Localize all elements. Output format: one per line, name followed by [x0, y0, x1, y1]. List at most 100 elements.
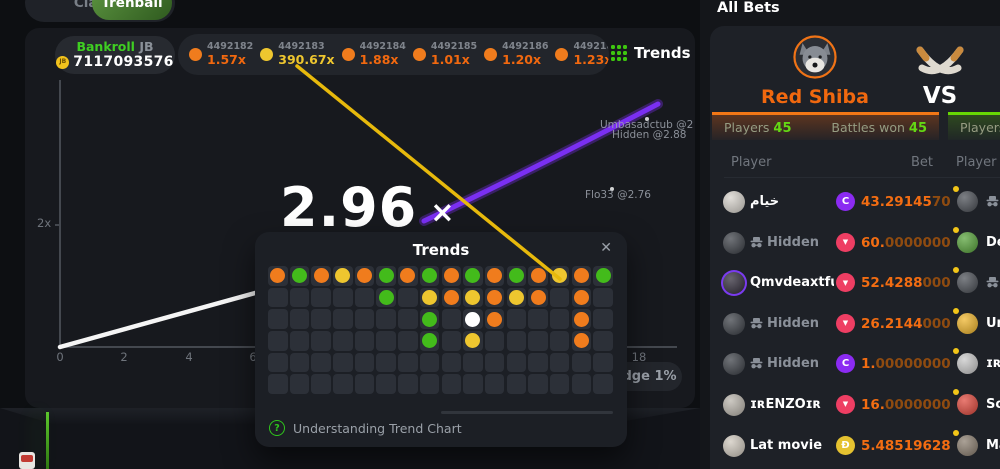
trend-cell: [441, 352, 461, 373]
player-avatar[interactable]: [723, 312, 745, 335]
player-avatar[interactable]: [957, 393, 978, 415]
trend-cell: [354, 374, 375, 394]
player-name[interactable]: ɪʀENZOɪʀ: [750, 396, 822, 412]
red-shiba-icon: [793, 35, 837, 79]
round-chip-text: 4492183 390.67x: [278, 41, 334, 67]
trend-cell: [484, 352, 505, 373]
player-name[interactable]: Soh: [986, 396, 1000, 412]
round-multiplier: 1.01x: [430, 51, 470, 67]
trend-help-link[interactable]: ? Understanding Trend Chart: [269, 420, 462, 436]
player-name[interactable]: H: [986, 194, 1000, 209]
player-name[interactable]: Hidden: [750, 356, 834, 371]
trend-cell: [549, 352, 570, 373]
incognito-icon: [986, 277, 999, 288]
trend-cell: [398, 287, 418, 308]
all-bets-title: All Bets: [717, 0, 780, 16]
player-avatar[interactable]: [723, 191, 745, 213]
jb-coin-icon: JB: [56, 55, 70, 69]
round-chip[interactable]: 4492182 1.57x: [189, 40, 254, 67]
trend-cell: [484, 331, 505, 351]
player-avatar[interactable]: [957, 312, 978, 334]
trend-cell: [376, 309, 396, 329]
bet-amount: 43.2914570: [861, 194, 951, 210]
trend-dot: [422, 333, 438, 349]
trends-button[interactable]: Trends: [611, 44, 691, 62]
player-name[interactable]: خيام: [750, 194, 780, 209]
trend-dot: [400, 268, 416, 284]
x-tick-label: 2: [120, 350, 128, 364]
trend-cell: [528, 331, 548, 351]
online-dot: [953, 186, 959, 192]
bet-marker-dot: [645, 117, 649, 121]
player-avatar[interactable]: [957, 231, 978, 253]
online-dot: [953, 429, 959, 436]
player-avatar[interactable]: [957, 191, 978, 212]
incognito-icon: [750, 358, 763, 369]
trend-grid-scrollbar[interactable]: [441, 411, 613, 414]
trend-cell: [549, 266, 570, 286]
round-chip-text: 4492185 1.01x: [430, 41, 477, 67]
player-name[interactable]: ɪʀEN: [986, 356, 1000, 372]
close-icon[interactable]: ✕: [600, 240, 612, 256]
player-avatar[interactable]: [957, 353, 978, 375]
player-name[interactable]: Hidden: [750, 235, 834, 250]
trend-cell: [354, 331, 375, 351]
trend-cell: [419, 309, 440, 329]
player-name[interactable]: Um: [986, 315, 1000, 331]
header-bet: Bet: [910, 155, 933, 170]
round-chip[interactable]: 4492186 1.20x: [484, 41, 548, 67]
player-name[interactable]: Mad: [986, 437, 1000, 453]
trend-cell: [398, 374, 418, 394]
trend-cell: [289, 331, 310, 351]
bankroll-label: Bankroll JB: [76, 38, 154, 54]
player-avatar[interactable]: [723, 353, 745, 376]
tab-trenball[interactable]: Trenball: [92, 0, 172, 20]
round-id: 4492184: [359, 40, 406, 52]
all-bets-card: Red Shiba VS Players 45 Battles won 45 Pla…: [710, 26, 1000, 469]
round-chip[interactable]: 44921871.23x: [555, 41, 609, 67]
player-avatar[interactable]: [723, 231, 745, 254]
trend-dot: [552, 268, 568, 284]
trend-cell: [484, 287, 505, 308]
bankroll-pill[interactable]: Bankroll JB JB 7117093576: [55, 36, 175, 74]
trend-dot: [465, 311, 481, 327]
player-avatar[interactable]: [723, 434, 745, 457]
player-avatar[interactable]: [957, 272, 978, 294]
bet-row: Hidden▼ 60.0000000 Dev: [710, 223, 1000, 264]
incognito-icon: [750, 317, 763, 329]
player-name[interactable]: Dev: [986, 234, 1000, 250]
player-avatar[interactable]: [957, 434, 978, 456]
trend-dot: [443, 268, 459, 284]
player-name[interactable]: Qmvdeaxtful: [750, 275, 834, 291]
trend-cell: [268, 287, 288, 308]
trend-cell: [484, 266, 505, 286]
trend-cell: [593, 287, 613, 308]
trend-cell: [311, 309, 331, 329]
round-id: 4492182: [207, 40, 254, 52]
all-bets-panel: All Bets Red Shiba VS Players: [700, 0, 1000, 469]
player-avatar[interactable]: [723, 272, 745, 295]
trend-cell: [506, 352, 527, 373]
trend-cell: [463, 309, 483, 329]
player-name[interactable]: H: [986, 275, 1000, 290]
trend-dot: [595, 268, 611, 284]
red-team-stats-bar: Players 45 Battles won 45: [712, 112, 939, 140]
trend-dot: [508, 289, 524, 305]
player-name[interactable]: Lat movie: [750, 437, 823, 453]
trend-dot: [487, 311, 503, 327]
round-chip[interactable]: 4492183 390.67x: [260, 41, 335, 67]
chat-sticker-thumbnail[interactable]: [19, 452, 35, 469]
trend-cell: [484, 374, 505, 394]
trend-cell: [376, 374, 396, 394]
trend-dot: [573, 289, 589, 305]
trend-cell: [376, 352, 396, 373]
currency-icon: ▼: [836, 273, 855, 293]
player-avatar[interactable]: [723, 393, 745, 416]
round-chip[interactable]: 4492185 1.01x: [412, 41, 477, 67]
bet-marker-dot: [610, 187, 614, 191]
trend-dot: [465, 289, 481, 305]
round-result-dot: [484, 47, 498, 61]
currency-icon: Ð: [836, 435, 855, 455]
player-name[interactable]: Hidden: [750, 316, 834, 331]
round-chip[interactable]: 4492184 1.88x: [341, 40, 406, 67]
